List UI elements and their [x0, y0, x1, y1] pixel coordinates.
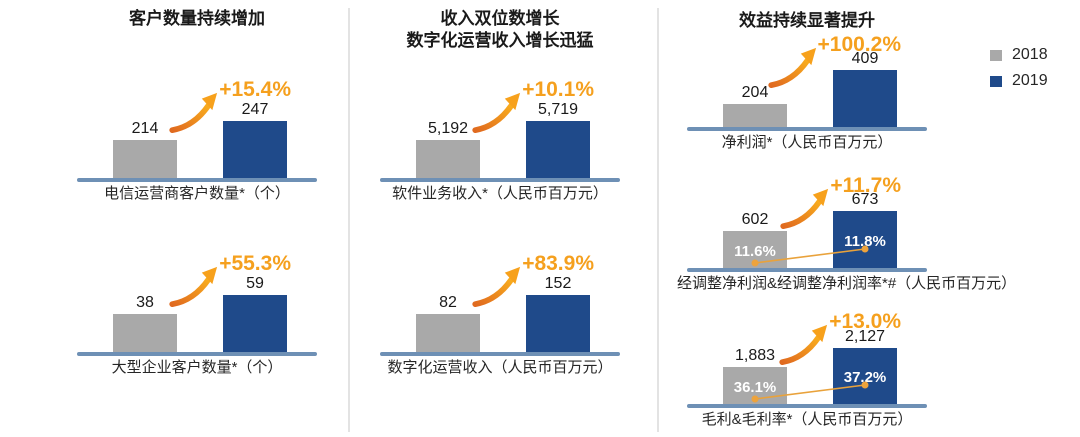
bar-value: 5,192: [427, 120, 469, 137]
growth-label: +11.7%: [830, 174, 901, 197]
legend-item-2019: 2019: [990, 72, 1048, 90]
growth-arrow-icon: [169, 266, 218, 307]
chart-label: 软件业务收入*（人民币百万元）: [392, 185, 608, 202]
chart-label: 数字化运营收入（人民币百万元）: [387, 359, 613, 376]
column-title: 客户数量持续增加: [129, 9, 265, 28]
chart-label: 电信运营商客户数量*（个）: [104, 185, 290, 202]
column-title-line: 收入双位数增长: [440, 9, 560, 28]
plot-area: +55.3% 38 59: [77, 240, 317, 352]
bar-value: 152: [544, 275, 572, 292]
plot-area: +11.7% 602 11.6% 673 11.8%: [687, 174, 927, 268]
chart-software-revenue: +10.1% 5,192 5,719 软件业务收入*（人民币百万元）: [370, 66, 630, 206]
growth-arrow-icon: [780, 188, 829, 229]
bar-value: 247: [241, 101, 269, 118]
growth-label: +15.4%: [219, 78, 291, 101]
column-profit: 效益持续显著提升 +100.2% 204 409 净利润*（人民币百万: [677, 0, 1017, 432]
axis-baseline: [380, 178, 620, 182]
growth-arrow-icon: [169, 92, 218, 133]
growth-annotation: +15.4%: [169, 78, 291, 133]
rate-2019: 11.8%: [844, 232, 886, 250]
bar-value: 409: [851, 50, 879, 67]
bar-2018: 38: [113, 294, 177, 352]
axis-baseline: [77, 352, 317, 356]
chart-telecom-customers: +15.4% 214 247 电信运营商客户数量*（个）: [67, 66, 327, 206]
growth-annotation: +83.9%: [472, 252, 594, 307]
bar-2019: 5,719: [526, 101, 590, 178]
legend-swatch-2019: [990, 75, 1002, 87]
column-title: 效益持续显著提升: [739, 11, 875, 30]
legend-swatch-2018: [990, 49, 1002, 61]
chart-net-profit: +100.2% 204 409 净利润*（人民币百万元）: [677, 33, 937, 155]
bar-value: 5,719: [537, 101, 579, 118]
growth-label: +10.1%: [522, 78, 594, 101]
column-divider: [348, 8, 350, 432]
chart-label: 大型企业客户数量*（个）: [111, 359, 283, 376]
rate-trend-line: [751, 381, 869, 403]
bar-2019: 152: [526, 275, 590, 352]
rate-trend-line: [751, 245, 869, 267]
bar-2019: 409: [833, 50, 897, 127]
bar-value: 82: [439, 294, 457, 311]
bar-2018: 214: [113, 120, 177, 178]
plot-area: +13.0% 1,883 36.1% 2,127 37.2%: [687, 310, 927, 404]
legend: 2018 2019: [990, 46, 1048, 98]
axis-baseline: [687, 404, 927, 408]
axis-baseline: [687, 127, 927, 131]
bar-value: 59: [246, 275, 264, 292]
growth-arrow-icon: [472, 266, 521, 307]
axis-baseline: [77, 178, 317, 182]
bar-value: 673: [851, 191, 879, 208]
growth-label: +100.2%: [817, 33, 902, 56]
bar-2019: 2,127 37.2%: [833, 328, 897, 404]
legend-item-2018: 2018: [990, 46, 1048, 64]
legend-label: 2018: [1012, 46, 1048, 63]
axis-baseline: [380, 352, 620, 356]
growth-annotation: +100.2%: [767, 33, 902, 88]
growth-arrow-icon: [779, 324, 828, 365]
column-title-line: 数字化运营收入增长迅猛: [406, 31, 594, 50]
bar-value: 2,127: [844, 328, 886, 345]
bar-2018: 5,192: [416, 120, 480, 178]
column-divider: [657, 8, 659, 432]
chart-label: 毛利&毛利率*（人民币百万元）: [701, 411, 913, 428]
bar-2019: 673 11.8%: [833, 191, 897, 268]
bar-2018: 82: [416, 294, 480, 352]
bar-value: 214: [131, 120, 159, 137]
growth-annotation: +13.0%: [779, 310, 901, 365]
bar-value: 38: [136, 294, 154, 311]
growth-label: +13.0%: [829, 310, 901, 333]
bar-value: 602: [741, 211, 769, 228]
growth-arrow-icon: [767, 47, 816, 88]
bar-2019: 247: [223, 101, 287, 178]
growth-annotation: +55.3%: [169, 252, 291, 307]
column-title: 收入双位数增长 数字化运营收入增长迅猛: [370, 0, 630, 52]
bar-2019: 59: [223, 275, 287, 352]
bar-2018: 204: [723, 84, 787, 127]
plot-area: +100.2% 204 409: [687, 33, 927, 127]
chart-gross-profit: +13.0% 1,883 36.1% 2,127 37.2% 毛利&毛利率*（人…: [677, 310, 937, 432]
growth-label: +83.9%: [522, 252, 594, 275]
plot-area: +83.9% 82 152: [380, 240, 620, 352]
bar-value: 204: [741, 84, 769, 101]
growth-annotation: +10.1%: [472, 78, 594, 133]
growth-arrow-icon: [472, 92, 521, 133]
growth-label: +55.3%: [219, 252, 291, 275]
chart-adjusted-net-profit: +11.7% 602 11.6% 673 11.8% 经调整净利润&经调整净利润…: [677, 174, 1017, 296]
axis-baseline: [687, 268, 927, 272]
rate-2018: 11.6%: [734, 242, 776, 260]
legend-label: 2019: [1012, 72, 1048, 89]
plot-area: +10.1% 5,192 5,719: [380, 66, 620, 178]
rate-2018: 36.1%: [733, 378, 777, 396]
chart-digital-revenue: +83.9% 82 152 数字化运营收入（人民币百万元）: [370, 240, 630, 380]
chart-enterprise-customers: +55.3% 38 59 大型企业客户数量*（个）: [67, 240, 327, 380]
bar-value: 1,883: [734, 347, 776, 364]
chart-label: 净利润*（人民币百万元）: [721, 134, 893, 151]
rate-2019: 37.2%: [843, 368, 887, 386]
growth-annotation: +11.7%: [780, 174, 901, 229]
plot-area: +15.4% 214 247: [77, 66, 317, 178]
column-customers: 客户数量持续增加 +15.4% 214 247 电信运营商客户数量*（: [67, 0, 327, 380]
chart-label: 经调整净利润&经调整净利润率*#（人民币百万元）: [677, 275, 1017, 292]
column-revenue: 收入双位数增长 数字化运营收入增长迅猛 +10.1% 5,192 5,719: [370, 0, 630, 380]
